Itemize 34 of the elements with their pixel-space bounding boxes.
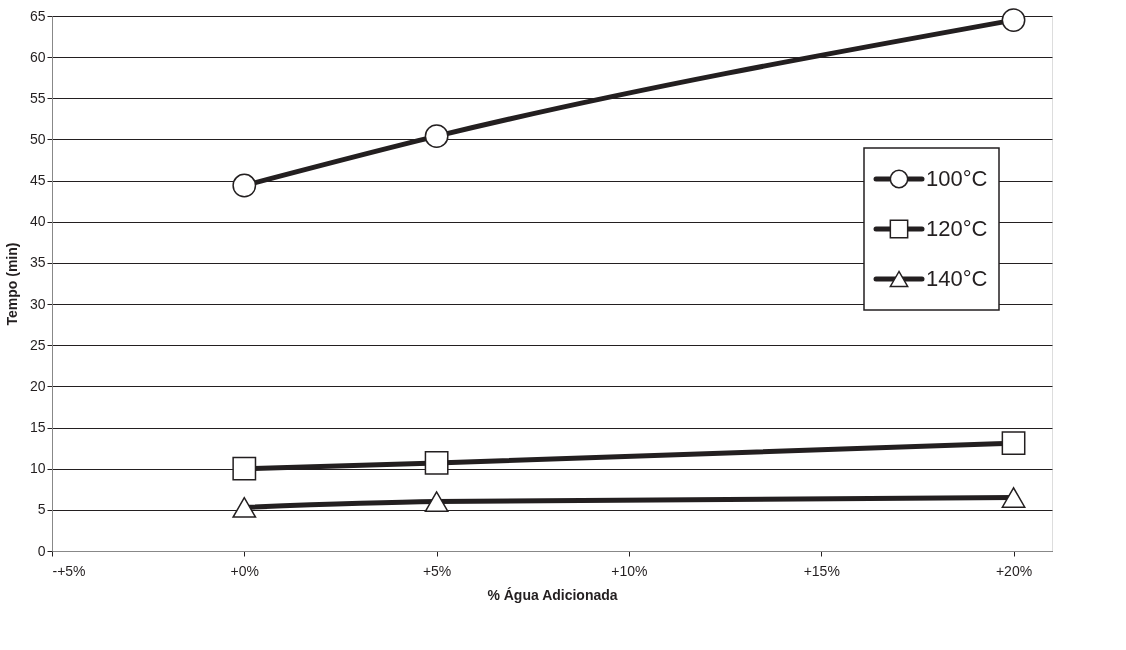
y-tick-label: 0 [37,542,46,559]
point [232,456,257,481]
y-tick-label: 35 [29,254,46,271]
x-tick-label: +0% [230,562,260,579]
y-tick-label: 15 [29,419,46,436]
point [232,496,257,518]
point [424,124,449,149]
legend-label: 140°C [926,266,988,291]
x-axis-title: % Água Adicionada [487,586,618,603]
x-tick-label: -+5% [52,562,86,579]
legend-label: 100°C [926,166,988,191]
point [1001,487,1026,508]
y-tick-label: 40 [29,213,46,230]
y-tick-label: 50 [29,130,46,147]
point [1001,431,1026,456]
y-tick-label: 25 [29,336,46,353]
y-tick-label: 20 [29,377,46,394]
y-axis-title: Tempo (min) [3,242,20,326]
y-tick-label: 45 [29,172,46,189]
x-tick-label: +5% [422,562,452,579]
y-tick-label: 65 [29,7,46,24]
x-tick-label: +10% [611,562,648,579]
point [424,451,449,475]
y-tick-label: 30 [29,295,46,312]
x-tick-label: +20% [995,562,1033,579]
x-tick-label: +15% [803,562,840,579]
y-tick-label: 10 [29,460,46,477]
point [1001,8,1026,33]
legend-label: 120°C [926,216,988,241]
y-tick-label: 60 [29,48,46,65]
point [424,491,449,513]
y-tick-label: 5 [37,501,46,518]
point [232,173,257,198]
y-tick-label: 55 [29,89,46,106]
